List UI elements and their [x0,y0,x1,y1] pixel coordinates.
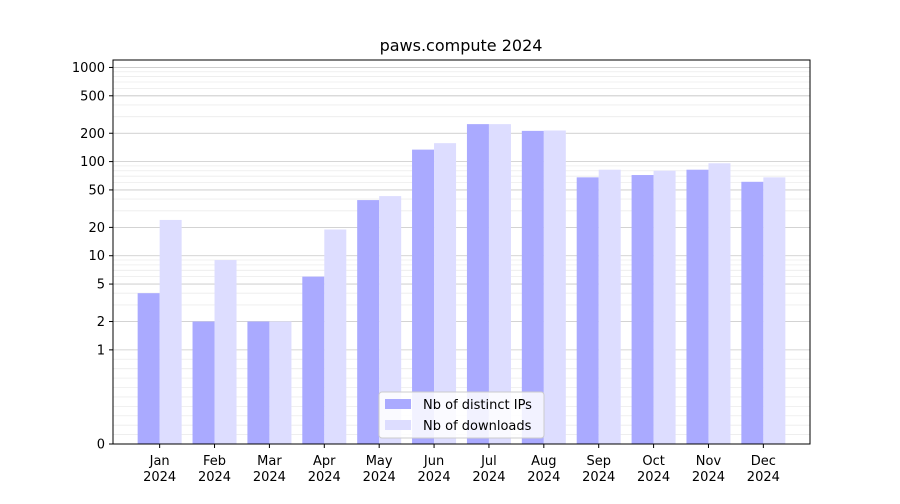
x-tick-label-line: Jan [149,454,170,469]
x-tick-label-line: 2024 [637,470,670,485]
y-tick-label: 2 [97,315,105,330]
bar-distinct-ips [521,130,544,445]
x-tick-label-line: Feb [203,454,226,469]
x-tick-label: Apr 2024 [308,454,341,485]
x-tick-label-line: Oct [642,454,664,469]
x-tick-label: Sep 2024 [582,454,615,485]
y-tick-label: 0 [97,438,105,453]
y-tick-label: 1000 [72,61,105,76]
bar-distinct-ips [741,181,764,444]
x-tick-label: Jul 2024 [472,454,505,485]
legend-label-downloads: Nb of downloads [423,419,532,434]
bar-distinct-ips [192,321,215,444]
x-tick-label: Oct 2024 [637,454,670,485]
bar-downloads [763,177,786,444]
x-tick-label: Feb 2024 [198,454,231,485]
legend-swatch-downloads [385,420,411,430]
x-tick-label: Mar 2024 [253,454,286,485]
x-tick-label-line: Sep [586,454,611,469]
x-tick-label-line: Dec [751,454,776,469]
legend-label-distinct-ips: Nb of distinct IPs [423,398,532,413]
x-tick-label: Jan 2024 [143,454,176,485]
x-tick-label-line: Apr [313,454,336,469]
legend-box [378,391,545,439]
bar-downloads [543,130,566,444]
legend-swatch-distinct-ips [385,399,411,409]
x-tick-label-line: 2024 [472,470,505,485]
x-tick-label-line: 2024 [692,470,725,485]
bar-downloads [324,229,347,444]
x-tick-label: Aug 2024 [527,454,560,485]
bar-distinct-ips [412,149,435,444]
y-axis: 0 1 2 5 10 20 50 100 200 500 1000 [72,61,113,453]
plot-frame [112,59,811,445]
x-tick-label-line: Jun [423,454,444,469]
bar-downloads [159,219,182,444]
bar-downloads [269,321,292,444]
bars-layer [137,124,786,445]
x-tick-label-line: Nov [696,454,722,469]
x-tick-label-line: May [366,454,393,469]
x-tick-label-line: 2024 [582,470,615,485]
legend: Nb of distinct IPs Nb of downloads [378,391,545,439]
bar-downloads [434,143,457,444]
bar-distinct-ips [576,177,599,444]
y-tick-label: 20 [88,221,105,236]
bar-downloads [708,163,731,444]
y-tick-label: 5 [97,278,105,293]
bar-downloads [598,169,621,444]
x-tick-label-line: 2024 [198,470,231,485]
bar-distinct-ips [247,321,270,444]
x-tick-label-line: 2024 [527,470,560,485]
y-tick-label: 10 [88,249,105,264]
x-tick-label-line: 2024 [363,470,396,485]
x-tick-label: Dec 2024 [747,454,780,485]
x-tick-label: May 2024 [363,454,396,485]
x-tick-label-line: 2024 [747,470,780,485]
x-tick-label-line: Aug [531,454,556,469]
y-tick-label: 200 [80,127,105,142]
bar-distinct-ips [631,175,654,444]
x-tick-label-line: 2024 [418,470,451,485]
x-tick-label-line: Jul [480,454,497,469]
x-tick-label: Jun 2024 [418,454,451,485]
bar-distinct-ips [302,276,325,444]
bar-distinct-ips [137,293,160,444]
x-tick-label: Nov 2024 [692,454,725,485]
bar-distinct-ips [466,124,489,444]
bar-downloads [653,170,676,444]
bar-distinct-ips [357,200,380,444]
x-tick-label-line: Mar [257,454,282,469]
x-tick-label-line: 2024 [308,470,341,485]
chart-title: paws.compute 2024 [380,36,543,55]
x-tick-label-line: 2024 [143,470,176,485]
y-tick-label: 500 [80,89,105,104]
y-tick-label: 50 [88,183,105,198]
bar-downloads [488,124,511,444]
y-tick-label: 1 [97,343,105,358]
bar-downloads [214,260,237,444]
bar-distinct-ips [686,169,709,444]
x-tick-label-line: 2024 [253,470,286,485]
bar-downloads [379,196,402,444]
y-tick-label: 100 [80,155,105,170]
